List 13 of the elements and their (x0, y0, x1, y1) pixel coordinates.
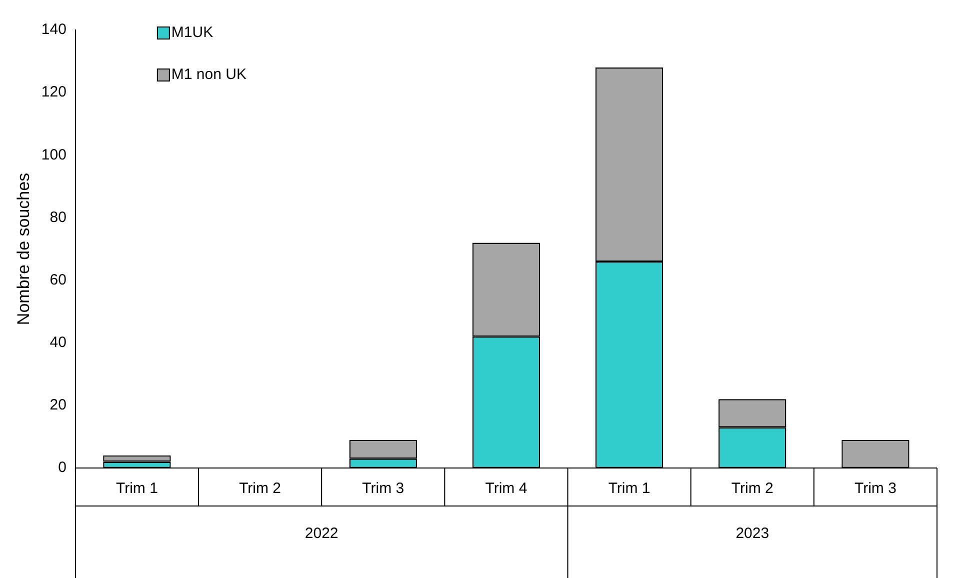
y-tick-label: 20 (50, 396, 66, 414)
y-tick-label: 60 (50, 271, 66, 288)
legend-label: M1UK (171, 24, 214, 42)
legend-label: M1 non UK (171, 66, 246, 84)
text: 2022 (304, 525, 338, 542)
y-tick-label: 140 (41, 21, 66, 38)
y-tick-label: 100 (41, 146, 66, 164)
y-tick-label: 80 (50, 208, 66, 226)
y-tick-label: 40 (50, 334, 66, 351)
text: 2023 (736, 525, 770, 542)
y-tick-label: 0 (58, 459, 66, 476)
y-axis-title: Nombre de souches (14, 172, 33, 326)
y-tick-label: 120 (41, 84, 66, 101)
